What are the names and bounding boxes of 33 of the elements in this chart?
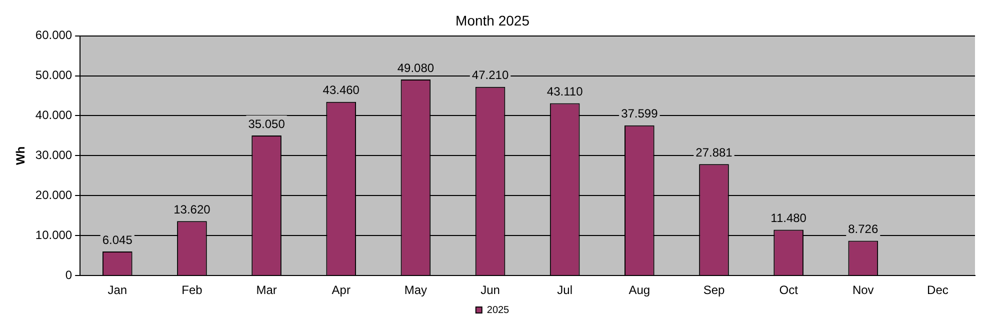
x-tick-label: Jun bbox=[480, 283, 500, 298]
chart-title: Month 2025 bbox=[456, 12, 530, 28]
legend-label: 2025 bbox=[486, 304, 510, 316]
x-tick-label: Jul bbox=[557, 283, 573, 298]
y-axis-title: Wh bbox=[14, 146, 28, 166]
x-tick-label: Apr bbox=[332, 283, 350, 298]
x-tick-label: Nov bbox=[852, 283, 874, 298]
y-tick-label: 50.000 bbox=[35, 68, 72, 82]
data-label: 35.050 bbox=[248, 116, 286, 131]
x-tick-label: Oct bbox=[779, 283, 799, 298]
y-tick-label: 10.000 bbox=[35, 228, 72, 242]
y-tick-label: 60.000 bbox=[35, 28, 72, 42]
data-label: 11.480 bbox=[770, 211, 807, 226]
y-tick-label: 40.000 bbox=[35, 108, 72, 122]
data-label: 8.726 bbox=[848, 222, 878, 236]
y-tick-label: 0 bbox=[65, 268, 72, 282]
x-tick-label: Mar bbox=[256, 283, 277, 298]
data-label: 47.210 bbox=[472, 68, 509, 82]
data-label: 13.620 bbox=[174, 202, 211, 216]
x-tick-label: Feb bbox=[182, 283, 203, 298]
y-tick-label: 20.000 bbox=[35, 188, 72, 202]
data-label: 43.110 bbox=[546, 84, 584, 99]
y-tick-label: 30.000 bbox=[35, 148, 72, 162]
data-label: 6.045 bbox=[102, 232, 133, 247]
x-tick-label: May bbox=[404, 283, 428, 298]
data-label: 43.460 bbox=[322, 83, 360, 98]
data-label: 27.881 bbox=[696, 145, 733, 160]
x-tick-label: Sep bbox=[703, 283, 725, 298]
x-tick-label: Jan bbox=[108, 283, 128, 298]
x-tick-label: Dec bbox=[927, 283, 948, 298]
data-label: 37.599 bbox=[621, 106, 658, 121]
data-label: 49.080 bbox=[397, 60, 434, 75]
x-tick-label: Aug bbox=[628, 283, 650, 298]
